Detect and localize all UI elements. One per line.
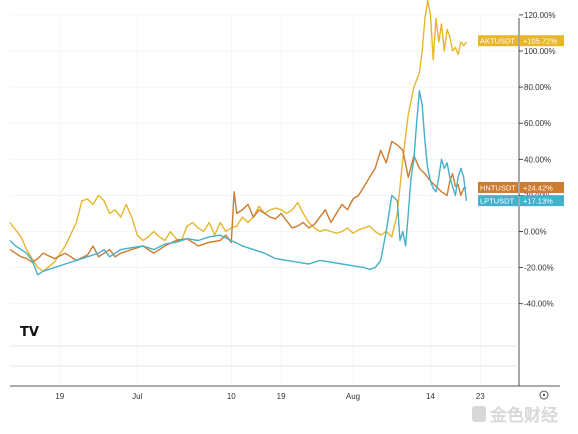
y-tick-label: -40.00% <box>524 300 554 309</box>
settings-icon[interactable] <box>539 390 549 400</box>
x-axis: 19 Jul 10 19 Aug 14 23 <box>55 392 485 401</box>
x-tick-label: 10 <box>227 392 236 401</box>
y-tick-label: 60.00% <box>524 119 551 128</box>
value-label: +24.42% <box>523 183 553 192</box>
value-label: +105.72% <box>523 37 557 46</box>
watermark-logo-icon <box>472 406 486 422</box>
last-value-tags: AKTUSDT +105.72% HNTUSDT +24.42% LPTUSDT +17.… <box>478 35 564 207</box>
y-tick-label: 120.00% <box>524 11 556 20</box>
value-tag <box>520 35 564 47</box>
series-line-aktusdt <box>9 0 467 272</box>
last-value-tag-lptusdt: LPTUSDT +17.13% <box>478 195 564 207</box>
series-line-hntusdt <box>9 140 467 263</box>
value-tag <box>520 195 564 207</box>
symbol-label: AKTUSDT <box>480 37 515 46</box>
y-tick-label: 100.00% <box>524 47 556 56</box>
y-tick-label: 0.00% <box>524 228 547 237</box>
series-lines <box>9 0 468 276</box>
grid <box>10 14 519 386</box>
x-tick-label: 23 <box>476 392 485 401</box>
symbol-label: HNTUSDT <box>480 183 516 192</box>
watermark: 金色财经 <box>472 405 558 426</box>
series-line-lptusdt <box>9 89 468 276</box>
symbol-tag <box>478 195 518 207</box>
x-tick-label: 14 <box>426 392 435 401</box>
tradingview-logo: TV <box>20 325 39 340</box>
value-label: +17.13% <box>523 197 553 206</box>
y-tick-label: 80.00% <box>524 83 551 92</box>
x-tick-label: 19 <box>55 392 64 401</box>
x-tick-label: Jul <box>132 392 142 401</box>
y-tick-label: 40.00% <box>524 155 551 164</box>
y-axis: 120.00%100.00%80.00%60.00%40.00%20.00%0.… <box>519 11 556 309</box>
watermark-text: 金色财经 <box>489 405 558 426</box>
symbol-tag <box>478 181 518 193</box>
value-tag <box>520 181 564 193</box>
y-tick-label: -20.00% <box>524 264 554 273</box>
last-value-tag-aktusdt: AKTUSDT +105.72% <box>478 35 564 47</box>
last-value-tag-hntusdt: HNTUSDT +24.42% <box>478 181 564 193</box>
symbol-tag <box>478 35 518 47</box>
x-tick-label: 19 <box>277 392 286 401</box>
x-tick-label: Aug <box>346 392 360 401</box>
symbol-label: LPTUSDT <box>480 197 515 206</box>
